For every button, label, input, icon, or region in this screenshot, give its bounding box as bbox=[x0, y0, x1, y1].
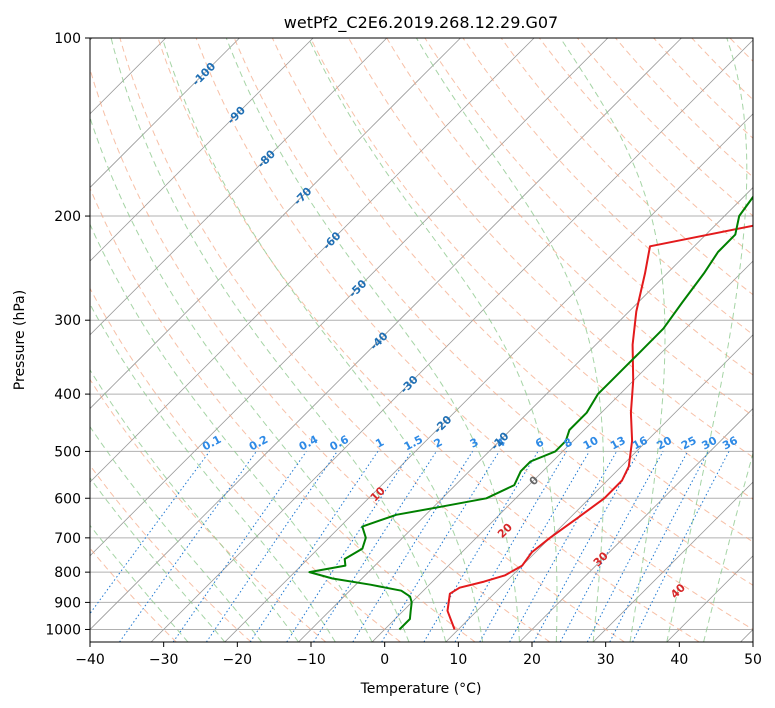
mixing-ratio-label: 20 bbox=[654, 434, 674, 453]
moist-adiabat-line bbox=[90, 477, 226, 642]
mixing-ratio-line bbox=[119, 451, 257, 642]
dry-adiabat-line bbox=[348, 38, 753, 458]
temperature-profile bbox=[446, 224, 753, 630]
moist-adiabat-line bbox=[307, 38, 558, 642]
mixing-ratio-line bbox=[509, 451, 618, 642]
axes: −40 −30 −20 −10 0 10 20 30 40 50 100 200 300 400 500 60… bbox=[45, 31, 762, 668]
chart-title: wetPf2_C2E6.2019.268.12.29.G07 bbox=[284, 13, 558, 33]
moist-adiabat-line bbox=[90, 425, 262, 642]
plot-frame bbox=[89, 37, 754, 643]
y-tick-label: 1000 bbox=[45, 622, 81, 638]
mixing-ratio-line bbox=[172, 451, 307, 642]
moist-adiabat-line bbox=[559, 38, 666, 642]
x-tick-label: −40 bbox=[75, 652, 105, 668]
mixing-ratio-label: 36 bbox=[720, 434, 740, 453]
mixing-ratio-line bbox=[632, 451, 730, 642]
y-axis-label: Pressure (hPa) bbox=[12, 290, 28, 390]
isotherm-line bbox=[592, 481, 753, 642]
isotherm-line bbox=[90, 38, 535, 483]
mixing-ratio-line bbox=[286, 451, 413, 642]
isotherm-line bbox=[90, 38, 388, 336]
moist-adiabat-line bbox=[90, 115, 410, 642]
y-tick-label: 500 bbox=[54, 444, 81, 460]
x-tick-label: 30 bbox=[597, 652, 615, 668]
dry-adiabat-line bbox=[233, 38, 753, 586]
isotherm-line bbox=[90, 38, 314, 262]
moist-adiabat-line bbox=[666, 38, 748, 642]
y-tick-label: 200 bbox=[54, 209, 81, 225]
x-tick-label: 10 bbox=[449, 652, 467, 668]
moist-adiabat-line bbox=[90, 524, 189, 642]
isotherm-line bbox=[90, 38, 240, 189]
x-tick-label: −20 bbox=[223, 652, 253, 668]
x-tick-label: −10 bbox=[296, 652, 326, 668]
mixing-ratio-label: 13 bbox=[608, 434, 628, 453]
y-tick-label: 800 bbox=[54, 565, 81, 581]
isotherm-line bbox=[150, 39, 753, 642]
x-tick-label: 20 bbox=[523, 652, 541, 668]
isotherm-line bbox=[371, 260, 753, 642]
moist-adiabat-line bbox=[90, 303, 336, 642]
isotherm-line bbox=[519, 407, 753, 642]
x-tick-label: 40 bbox=[670, 652, 688, 668]
isotherm-line bbox=[224, 113, 753, 642]
x-tick-label: −30 bbox=[149, 652, 179, 668]
isotherm-line bbox=[90, 38, 609, 557]
mixing-ratio-line bbox=[249, 451, 379, 642]
dry-adiabat-line bbox=[271, 38, 753, 543]
dry-adiabat-line bbox=[90, 67, 551, 642]
y-tick-label: 900 bbox=[54, 595, 81, 611]
mixing-ratio-line bbox=[559, 451, 664, 642]
profile-lines bbox=[308, 195, 753, 631]
mixing-ratio-line bbox=[205, 451, 338, 642]
dry-adiabat-line bbox=[90, 287, 401, 642]
moist-adiabat-line bbox=[161, 38, 484, 642]
mixing-ratio-label: 10 bbox=[581, 434, 601, 453]
moist-adiabat-line bbox=[90, 223, 373, 642]
moist-adiabat-line bbox=[90, 368, 299, 642]
mixing-ratio-label: 30 bbox=[700, 434, 720, 453]
mixing-ratio-label: 16 bbox=[630, 434, 650, 453]
dry-adiabat-line bbox=[195, 38, 753, 631]
dry-adiabat-line bbox=[90, 378, 327, 642]
dry-adiabat-line bbox=[386, 38, 753, 417]
x-axis-label: Temperature (°C) bbox=[360, 681, 482, 697]
dewpoint-profile bbox=[308, 195, 753, 631]
x-tick-label: 50 bbox=[744, 652, 762, 668]
dry-adiabat-line bbox=[90, 187, 476, 642]
moist-adiabat-line bbox=[703, 451, 753, 642]
moist-adiabat-line bbox=[110, 38, 447, 642]
y-tick-label: 300 bbox=[54, 313, 81, 329]
x-tick-label: 0 bbox=[380, 652, 389, 668]
y-tick-label: 400 bbox=[54, 387, 81, 403]
y-tick-label: 700 bbox=[54, 531, 81, 547]
dry-adiabat-line bbox=[309, 38, 753, 500]
y-tick-label: 600 bbox=[54, 491, 81, 507]
reference-lines bbox=[90, 38, 753, 642]
dry-adiabat-line bbox=[90, 464, 252, 642]
mixing-ratio-line bbox=[381, 451, 500, 642]
moist-adiabat-line bbox=[225, 38, 520, 642]
mixing-ratio-line bbox=[533, 451, 640, 642]
isotherm-line bbox=[90, 38, 461, 410]
mixing-ratio-label: 25 bbox=[679, 434, 699, 453]
moist-adiabat-line bbox=[415, 38, 605, 642]
mixing-ratio-line bbox=[313, 451, 437, 642]
y-tick-label: 100 bbox=[54, 31, 81, 47]
mixing-ratio-line bbox=[90, 451, 211, 615]
dry-adiabat-line bbox=[119, 38, 625, 642]
